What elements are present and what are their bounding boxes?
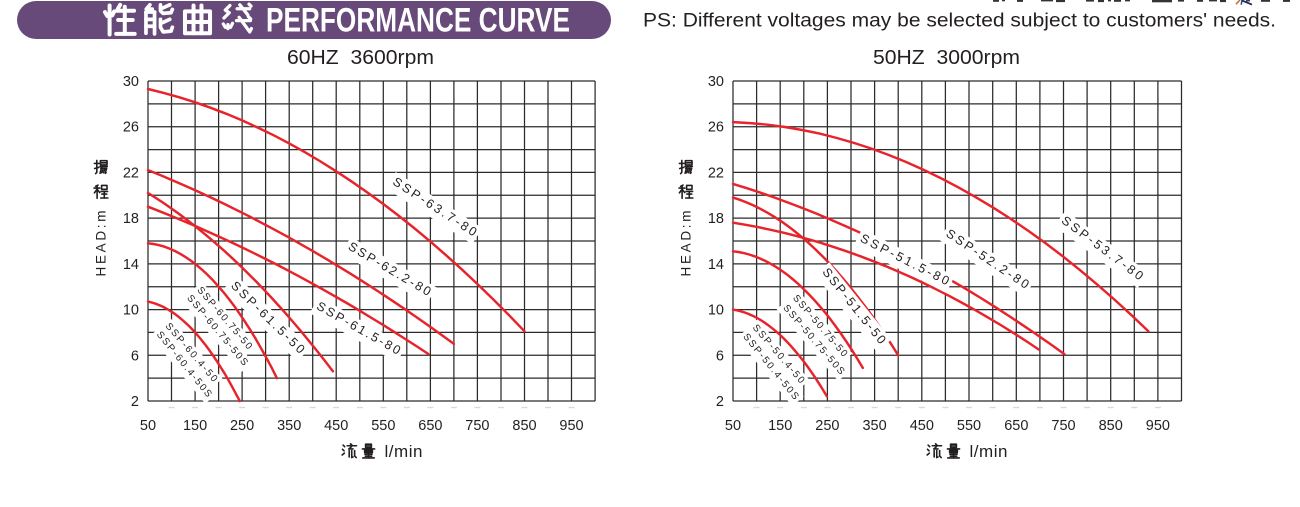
svg-text:10: 10 (123, 303, 139, 319)
svg-text:50: 50 (140, 418, 156, 434)
svg-text:350: 350 (277, 418, 301, 434)
svg-text:HEAD:m: HEAD:m (678, 211, 693, 277)
svg-text:550: 550 (957, 418, 981, 434)
svg-text:PERFORMANCE CURVE: PERFORMANCE CURVE (266, 2, 570, 40)
svg-text:250: 250 (230, 418, 254, 434)
svg-text:60HZ 3600rpm: 60HZ 3600rpm (287, 47, 434, 69)
svg-text:150: 150 (768, 418, 792, 434)
svg-text:650: 650 (1004, 418, 1028, 434)
svg-text:22: 22 (708, 165, 724, 181)
svg-text:30: 30 (123, 74, 139, 90)
svg-text:750: 750 (465, 418, 489, 434)
svg-text:50: 50 (725, 418, 741, 434)
svg-text:550: 550 (371, 418, 395, 434)
svg-text:450: 450 (910, 418, 934, 434)
svg-text:650: 650 (418, 418, 442, 434)
svg-text:14: 14 (708, 257, 724, 273)
svg-text:450: 450 (324, 418, 348, 434)
svg-text:22: 22 (123, 165, 139, 181)
svg-text:2: 2 (131, 394, 139, 410)
svg-text:18: 18 (708, 211, 724, 227)
svg-text:850: 850 (1099, 418, 1123, 434)
svg-text:50HZ 3000rpm: 50HZ 3000rpm (873, 47, 1020, 69)
svg-text:350: 350 (862, 418, 886, 434)
svg-text:14: 14 (123, 257, 139, 273)
svg-text:950: 950 (1146, 418, 1170, 434)
svg-text:l/min: l/min (970, 442, 1008, 461)
svg-text:l/min: l/min (385, 442, 423, 461)
svg-text:2: 2 (716, 394, 724, 410)
svg-text:HEAD:m: HEAD:m (93, 211, 108, 277)
svg-text:PS: Different voltages may be: PS: Different voltages may be selected s… (643, 11, 1276, 32)
svg-text:150: 150 (183, 418, 207, 434)
svg-text:850: 850 (512, 418, 536, 434)
svg-text:10: 10 (708, 303, 724, 319)
svg-text:6: 6 (716, 348, 724, 364)
svg-text:18: 18 (123, 211, 139, 227)
svg-text:26: 26 (123, 120, 139, 136)
svg-text:6: 6 (131, 348, 139, 364)
svg-text:250: 250 (815, 418, 839, 434)
svg-text:26: 26 (708, 120, 724, 136)
svg-text:750: 750 (1051, 418, 1075, 434)
svg-text:30: 30 (708, 74, 724, 90)
svg-text:950: 950 (559, 418, 583, 434)
